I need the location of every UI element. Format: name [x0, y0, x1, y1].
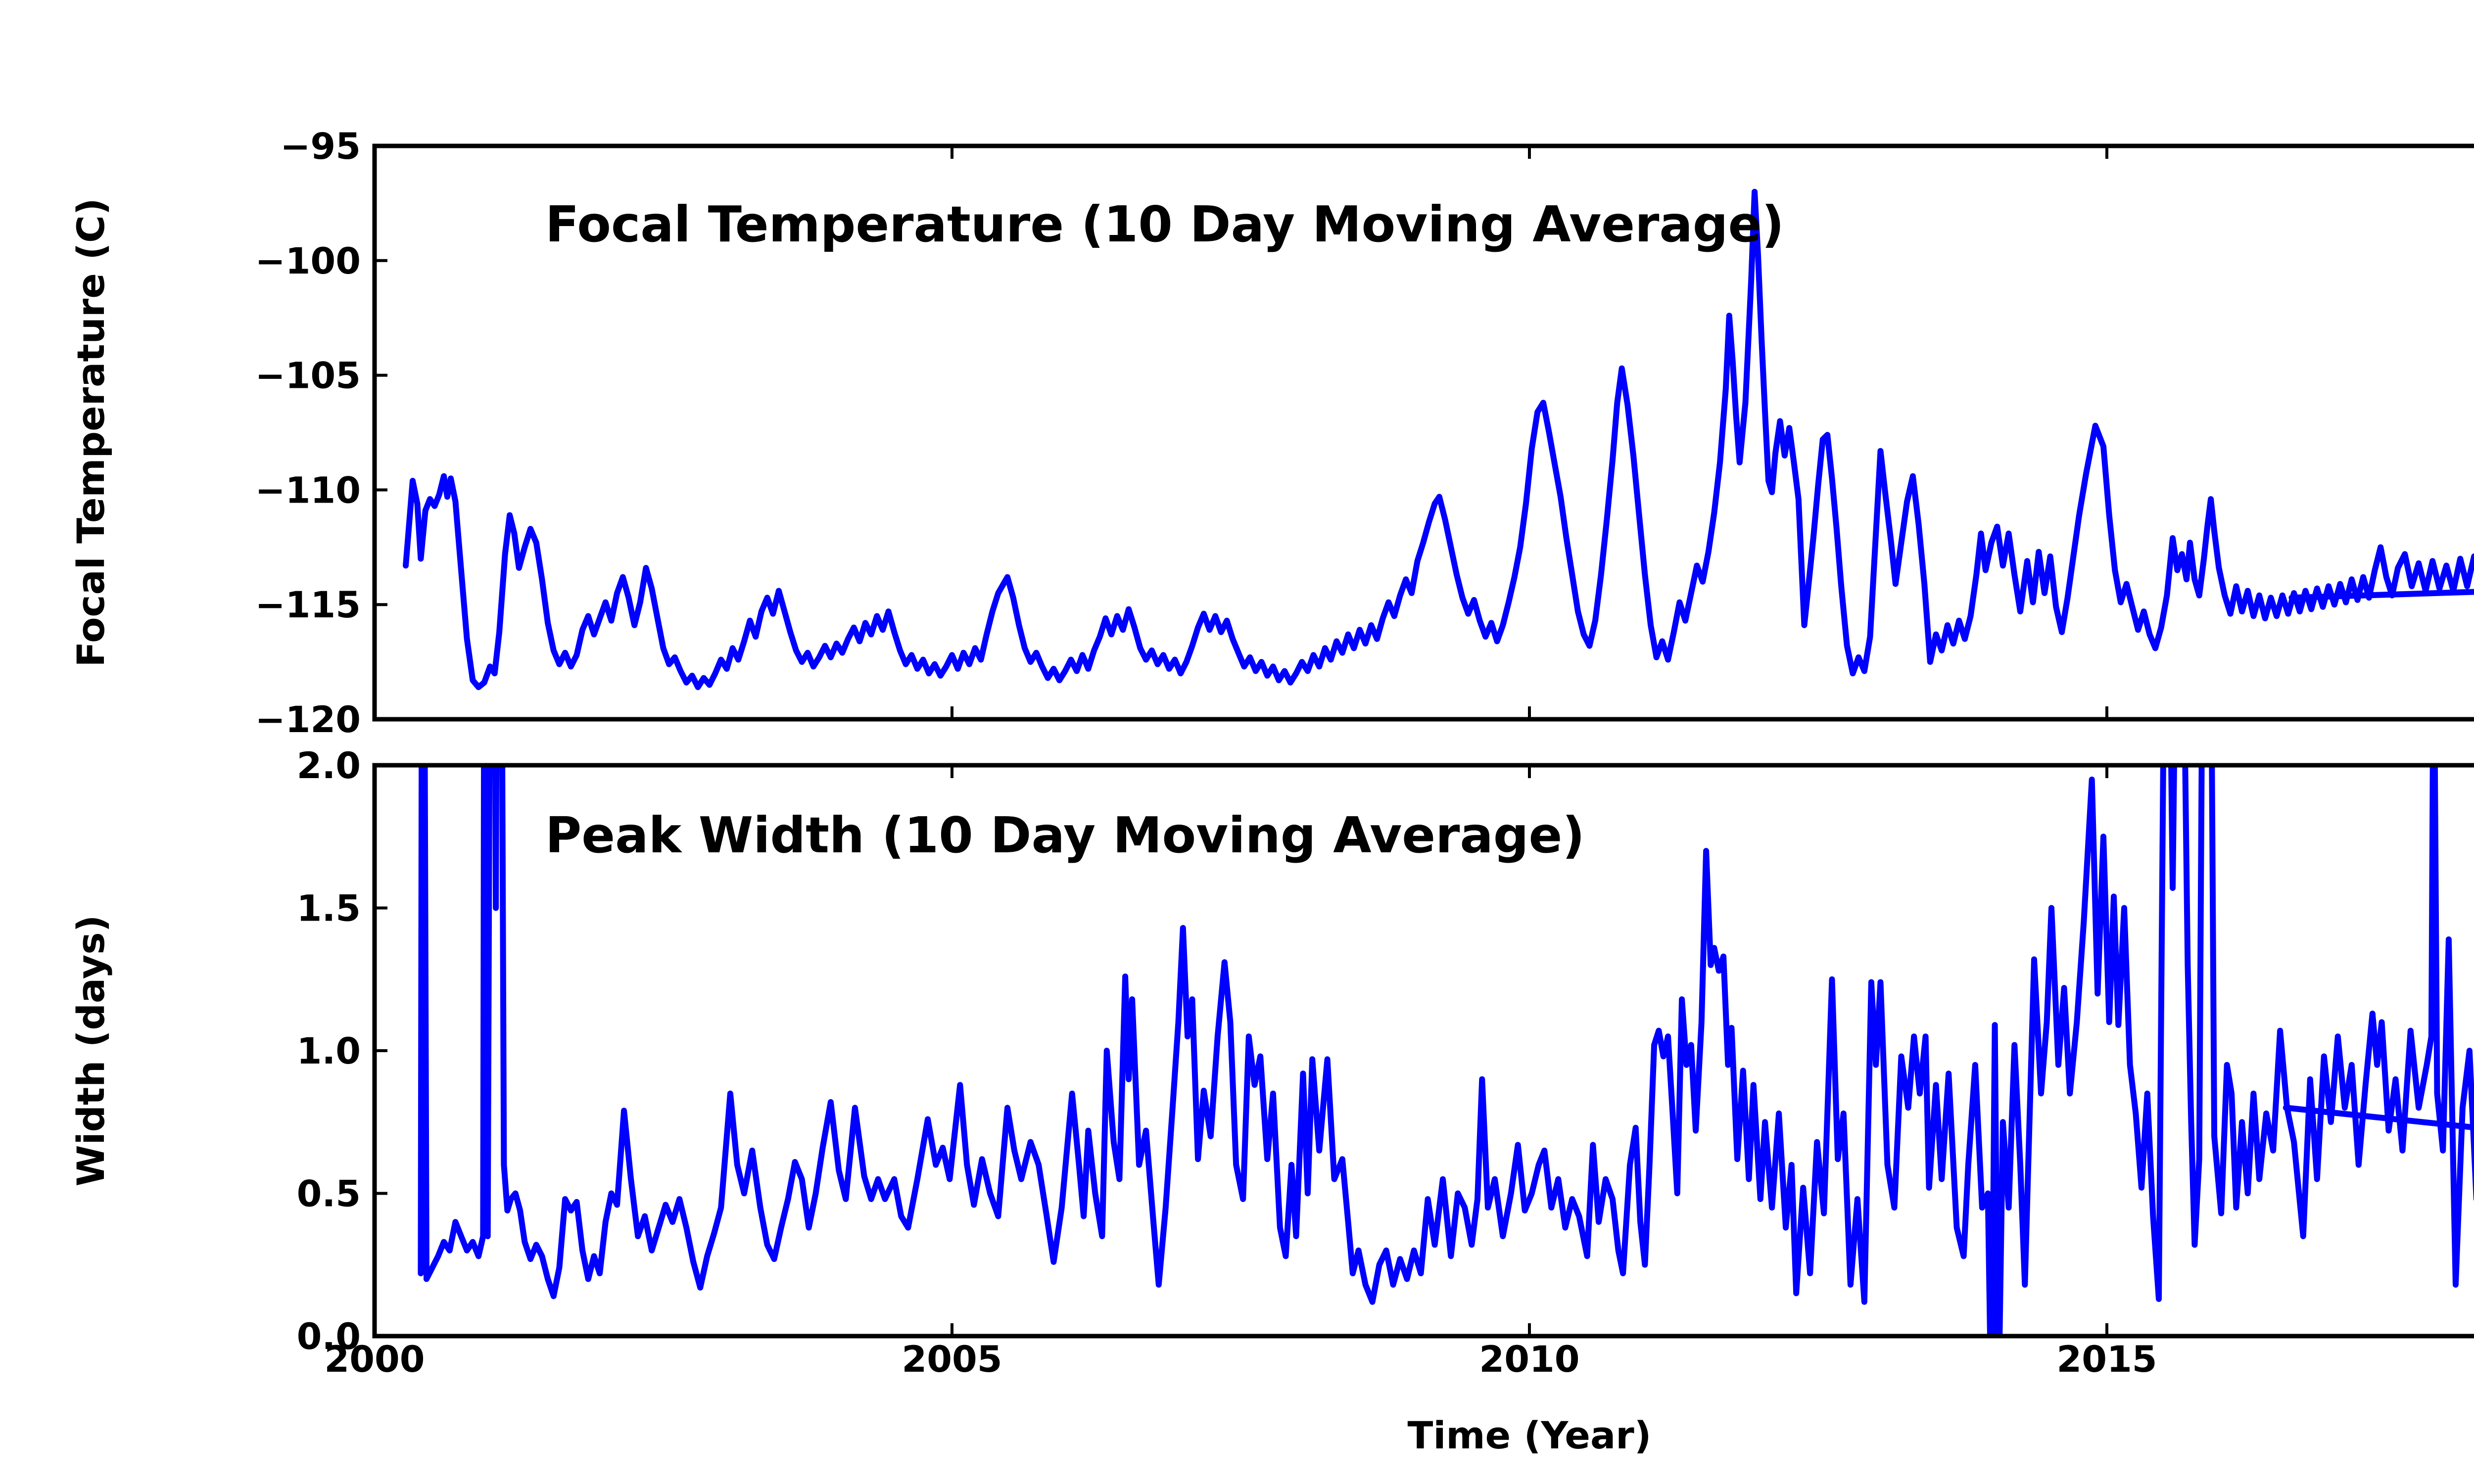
- plot-title: Peak Width (10 Day Moving Average): [545, 806, 1585, 864]
- series-peak-width: [418, 765, 2474, 1336]
- y-tick-label: −105: [255, 355, 361, 397]
- y-tick-label: −95: [280, 126, 361, 168]
- plot-frame: [372, 143, 2474, 722]
- y-axis-label: Focal Temperature (C): [69, 198, 113, 667]
- x-axis-label: Time (Year): [1408, 1413, 1652, 1457]
- y-tick-label: 0.0: [297, 1316, 361, 1358]
- y-tick-label: 1.0: [297, 1030, 361, 1072]
- plot-area-width: 2.01.51.00.50.020002005201020152020Peak …: [69, 745, 2474, 1457]
- plot-frame: [372, 763, 2474, 1339]
- y-tick-label: −100: [255, 240, 361, 282]
- y-tick-label: 2.0: [297, 745, 361, 787]
- x-tick-label: 2015: [2056, 1339, 2157, 1381]
- x-tick-label: 2000: [324, 1339, 425, 1381]
- plot-title: Focal Temperature (10 Day Moving Average…: [545, 195, 1784, 253]
- y-tick-label: −110: [255, 469, 361, 511]
- y-axis-label: Width (days): [69, 915, 113, 1187]
- x-tick-label: 2005: [902, 1339, 1002, 1381]
- y-tick-label: −120: [255, 699, 361, 741]
- plot-area-temperature: −95 −100 −105 −110 −115 −120 Focal Temperature…: [69, 126, 2474, 741]
- series-focal-temperature: [403, 188, 2474, 691]
- y-tick-label: 0.5: [297, 1173, 361, 1215]
- y-tick-label: −115: [255, 584, 361, 626]
- series-interpolated-segment: [2283, 1105, 2474, 1131]
- y-tick-label: 1.5: [297, 888, 361, 930]
- series-interpolated-segment: [2288, 589, 2474, 601]
- x-tick-label: 2010: [1479, 1339, 1579, 1381]
